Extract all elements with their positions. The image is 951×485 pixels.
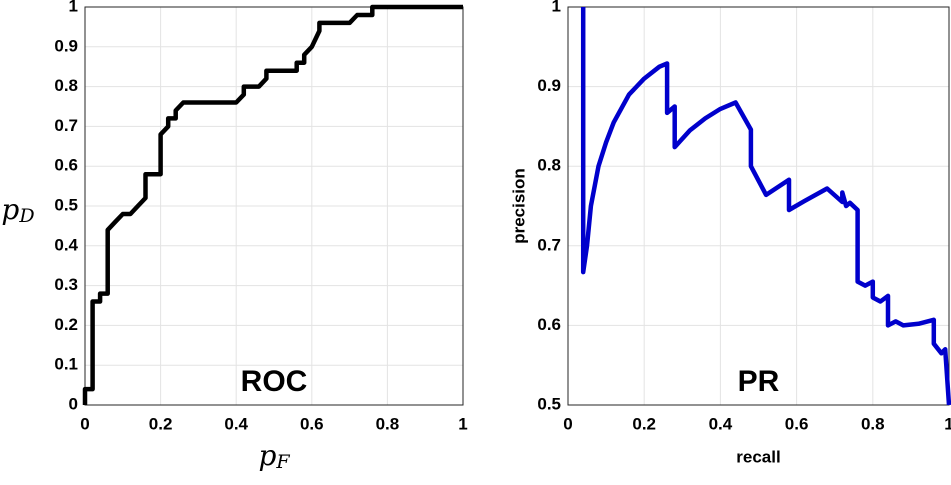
x-tick-label: 0.4 — [709, 414, 733, 433]
plot-frame — [84, 6, 464, 406]
y-axis-label-base: p — [1, 193, 19, 226]
y-tick-label: 0.2 — [54, 315, 78, 334]
y-tick-label: 0.7 — [54, 116, 78, 135]
x-axis-label: recall — [736, 447, 780, 466]
subplot: 0 0.2 0.4 0.6 0.8 1 0.5 0.6 0.7 0.8 0.9 1 PR recall pr… — [509, 0, 951, 466]
y-tick-label: 0.3 — [54, 275, 78, 294]
x-tick-label: 0.6 — [300, 414, 324, 433]
y-tick-label: 0.5 — [537, 394, 561, 413]
y-tick-label: 1 — [69, 0, 78, 15]
y-axis-label: pD — [1, 193, 34, 228]
plot-frame — [567, 6, 950, 406]
annotation: ROC — [241, 365, 308, 398]
y-tick-label: 0.8 — [54, 76, 78, 95]
y-tick-label: 0.4 — [54, 235, 78, 254]
x-tick-label: 0.2 — [632, 414, 656, 433]
x-axis-label: pF — [258, 439, 290, 474]
x-axis-label-subscript: F — [275, 451, 290, 473]
annotation: PR — [738, 365, 780, 398]
curve — [580, 7, 951, 406]
x-tick-label: 0.4 — [224, 414, 248, 433]
x-tick-label: 1 — [458, 414, 467, 433]
y-tick-label: 0.6 — [54, 156, 78, 175]
y-tick-label: 0.8 — [537, 156, 561, 175]
x-tick-label: 1 — [944, 414, 951, 433]
x-tick-label: 0.6 — [785, 414, 809, 433]
y-tick-label: 0.7 — [537, 235, 561, 254]
y-tick-label: 1 — [552, 0, 561, 15]
subplot: 0 0.2 0.4 0.6 0.8 1 0 0.1 0.2 0.3 0.4 0.5 0.6 0.7 0.8 0… — [1, 0, 467, 473]
curve — [82, 4, 463, 405]
y-tick-label: 0 — [69, 394, 78, 413]
y-axis-label: precision — [509, 168, 528, 244]
x-tick-label: 0.8 — [861, 414, 885, 433]
y-tick-label: 0.6 — [537, 315, 561, 334]
x-tick-label: 0 — [563, 414, 572, 433]
x-tick-label: 0 — [80, 414, 89, 433]
y-tick-label: 0.9 — [54, 36, 78, 55]
y-tick-label: 0.1 — [54, 355, 78, 374]
x-axis-label-base: p — [258, 439, 276, 472]
y-axis-label-subscript: D — [18, 205, 34, 227]
y-tick-label: 0.5 — [54, 195, 78, 214]
y-tick-label: 0.9 — [537, 76, 561, 95]
x-tick-label: 0.2 — [149, 414, 173, 433]
x-tick-label: 0.8 — [376, 414, 400, 433]
